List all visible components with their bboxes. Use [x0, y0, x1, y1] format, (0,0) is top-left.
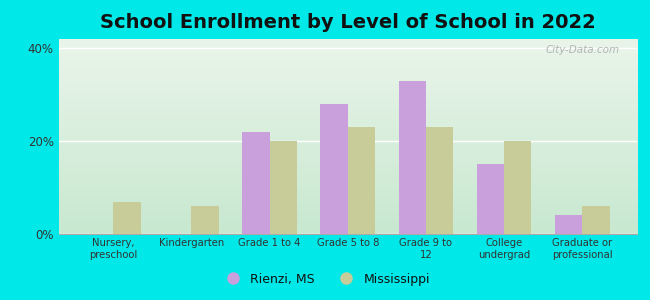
- Bar: [191, 206, 219, 234]
- Bar: [504, 141, 532, 234]
- Bar: [555, 215, 582, 234]
- Bar: [426, 127, 453, 234]
- Title: School Enrollment by Level of School in 2022: School Enrollment by Level of School in …: [100, 13, 595, 32]
- Bar: [582, 206, 610, 234]
- Bar: [348, 127, 375, 234]
- Bar: [113, 202, 140, 234]
- Text: City-Data.com: City-Data.com: [545, 45, 619, 55]
- Bar: [320, 104, 348, 234]
- Bar: [242, 132, 270, 234]
- Bar: [270, 141, 297, 234]
- Legend: Rienzi, MS, Mississippi: Rienzi, MS, Mississippi: [215, 268, 435, 291]
- Bar: [476, 164, 504, 234]
- Bar: [398, 81, 426, 234]
